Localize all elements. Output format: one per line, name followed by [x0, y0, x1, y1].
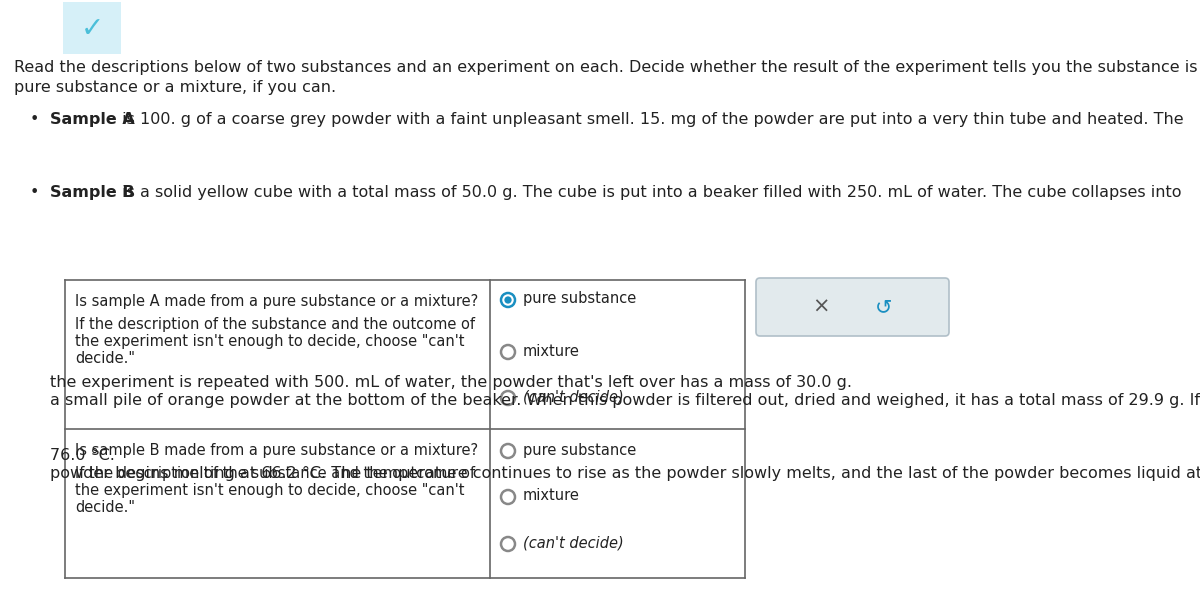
Text: Sample A: Sample A: [50, 112, 134, 127]
Circle shape: [504, 296, 511, 303]
Text: pure substance or a mixture, if you can.: pure substance or a mixture, if you can.: [14, 80, 336, 95]
Text: a small pile of orange powder at the bottom of the beaker. When this powder is f: a small pile of orange powder at the bot…: [50, 393, 1200, 408]
Text: (can't decide): (can't decide): [523, 390, 624, 405]
Text: is a solid yellow cube with a total mass of 50.0 g. The cube is put into a beake: is a solid yellow cube with a total mass…: [118, 185, 1182, 200]
Text: If the description of the substance and the outcome of: If the description of the substance and …: [74, 317, 475, 332]
Text: ↺: ↺: [875, 297, 893, 317]
Text: the experiment isn't enough to decide, choose "can't: the experiment isn't enough to decide, c…: [74, 483, 464, 498]
Text: ×: ×: [812, 297, 830, 317]
Text: decide.": decide.": [74, 500, 134, 515]
Text: mixture: mixture: [523, 489, 580, 504]
Text: (can't decide): (can't decide): [523, 535, 624, 551]
Text: If the description of the substance and the outcome of: If the description of the substance and …: [74, 466, 475, 481]
Text: decide.": decide.": [74, 351, 134, 366]
FancyBboxPatch shape: [756, 278, 949, 336]
Text: the experiment isn't enough to decide, choose "can't: the experiment isn't enough to decide, c…: [74, 334, 464, 349]
Text: mixture: mixture: [523, 343, 580, 359]
Text: ✓: ✓: [80, 15, 103, 43]
Text: 76.0 °C.: 76.0 °C.: [50, 448, 115, 463]
Text: •: •: [30, 185, 40, 200]
Text: Is sample A made from a pure substance or a mixture?: Is sample A made from a pure substance o…: [74, 294, 479, 309]
Text: pure substance: pure substance: [523, 442, 636, 458]
Text: pure substance: pure substance: [523, 291, 636, 306]
Text: the experiment is repeated with 500. mL of water, the powder that's left over ha: the experiment is repeated with 500. mL …: [50, 375, 852, 390]
Text: Read the descriptions below of two substances and an experiment on each. Decide : Read the descriptions below of two subst…: [14, 60, 1200, 75]
FancyBboxPatch shape: [60, 0, 124, 57]
Text: •: •: [30, 112, 40, 127]
Text: Sample B: Sample B: [50, 185, 134, 200]
Text: powder begins melting at 66.2 °C. The temperature continues to rise as the powde: powder begins melting at 66.2 °C. The te…: [50, 466, 1200, 481]
Text: is 100. g of a coarse grey powder with a faint unpleasant smell. 15. mg of the p: is 100. g of a coarse grey powder with a…: [118, 112, 1183, 127]
Text: Is sample B made from a pure substance or a mixture?: Is sample B made from a pure substance o…: [74, 443, 478, 458]
